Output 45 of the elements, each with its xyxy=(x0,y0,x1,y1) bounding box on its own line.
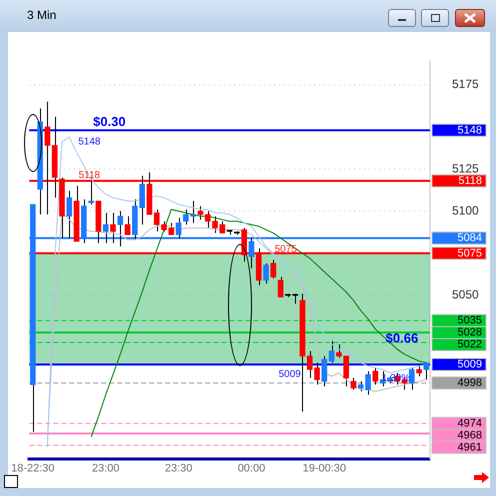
ref-line-label: 4961 xyxy=(458,441,482,454)
candlestick xyxy=(263,262,269,284)
annotation: 5075 xyxy=(274,244,298,255)
ref-line-label: 5022 xyxy=(458,338,482,351)
y-tick-label: 5100 xyxy=(452,203,480,218)
candlestick xyxy=(88,176,94,205)
ref-line-label: 4998 xyxy=(458,377,482,390)
ref-line-label: 5009 xyxy=(458,358,482,370)
annotation: $0.30 xyxy=(93,114,126,129)
ref-line-label: 5035 xyxy=(458,314,482,327)
x-tick-label: 18-22:30 xyxy=(11,462,55,474)
annotation: 1.30% xyxy=(382,373,410,384)
candlestick xyxy=(372,367,378,386)
candlestick xyxy=(270,260,276,280)
candlestick xyxy=(322,356,328,387)
ref-line-label: 5028 xyxy=(458,326,482,339)
ref-line-label: 4974 xyxy=(458,417,482,430)
x-tick-label: 00:00 xyxy=(238,462,266,474)
x-tick-label: 23:00 xyxy=(92,462,120,474)
ref-line-label: 5075 xyxy=(458,247,482,260)
annotation: $0.66 xyxy=(386,330,418,346)
candlestick xyxy=(328,340,334,364)
y-tick-label: 5125 xyxy=(452,161,480,176)
candlestick xyxy=(336,344,342,358)
chart-title: 3 Min xyxy=(27,8,56,22)
annotation: 5009 xyxy=(278,369,302,380)
annotation: 5118 xyxy=(78,170,100,182)
y-tick-label: 5050 xyxy=(452,288,480,302)
ref-line-label: 5148 xyxy=(458,124,482,136)
candlestick xyxy=(408,367,415,390)
candlestick xyxy=(424,362,430,380)
ref-line-label: 5118 xyxy=(458,174,482,187)
annotation: 5148 xyxy=(78,136,101,148)
candlestick xyxy=(416,366,422,377)
ref-line-label: 4968 xyxy=(458,429,482,442)
candlestick xyxy=(124,216,130,236)
candlestick xyxy=(343,356,350,387)
x-tick-label: 19-00:30 xyxy=(302,462,346,474)
candlestick xyxy=(183,208,189,226)
candlestick xyxy=(190,200,196,224)
ref-line-label: 5084 xyxy=(458,232,482,244)
candlestick xyxy=(350,377,356,390)
x-tick-label: 23:30 xyxy=(164,462,192,474)
candlestick xyxy=(110,212,116,244)
y-tick-label: 5175 xyxy=(452,77,480,92)
